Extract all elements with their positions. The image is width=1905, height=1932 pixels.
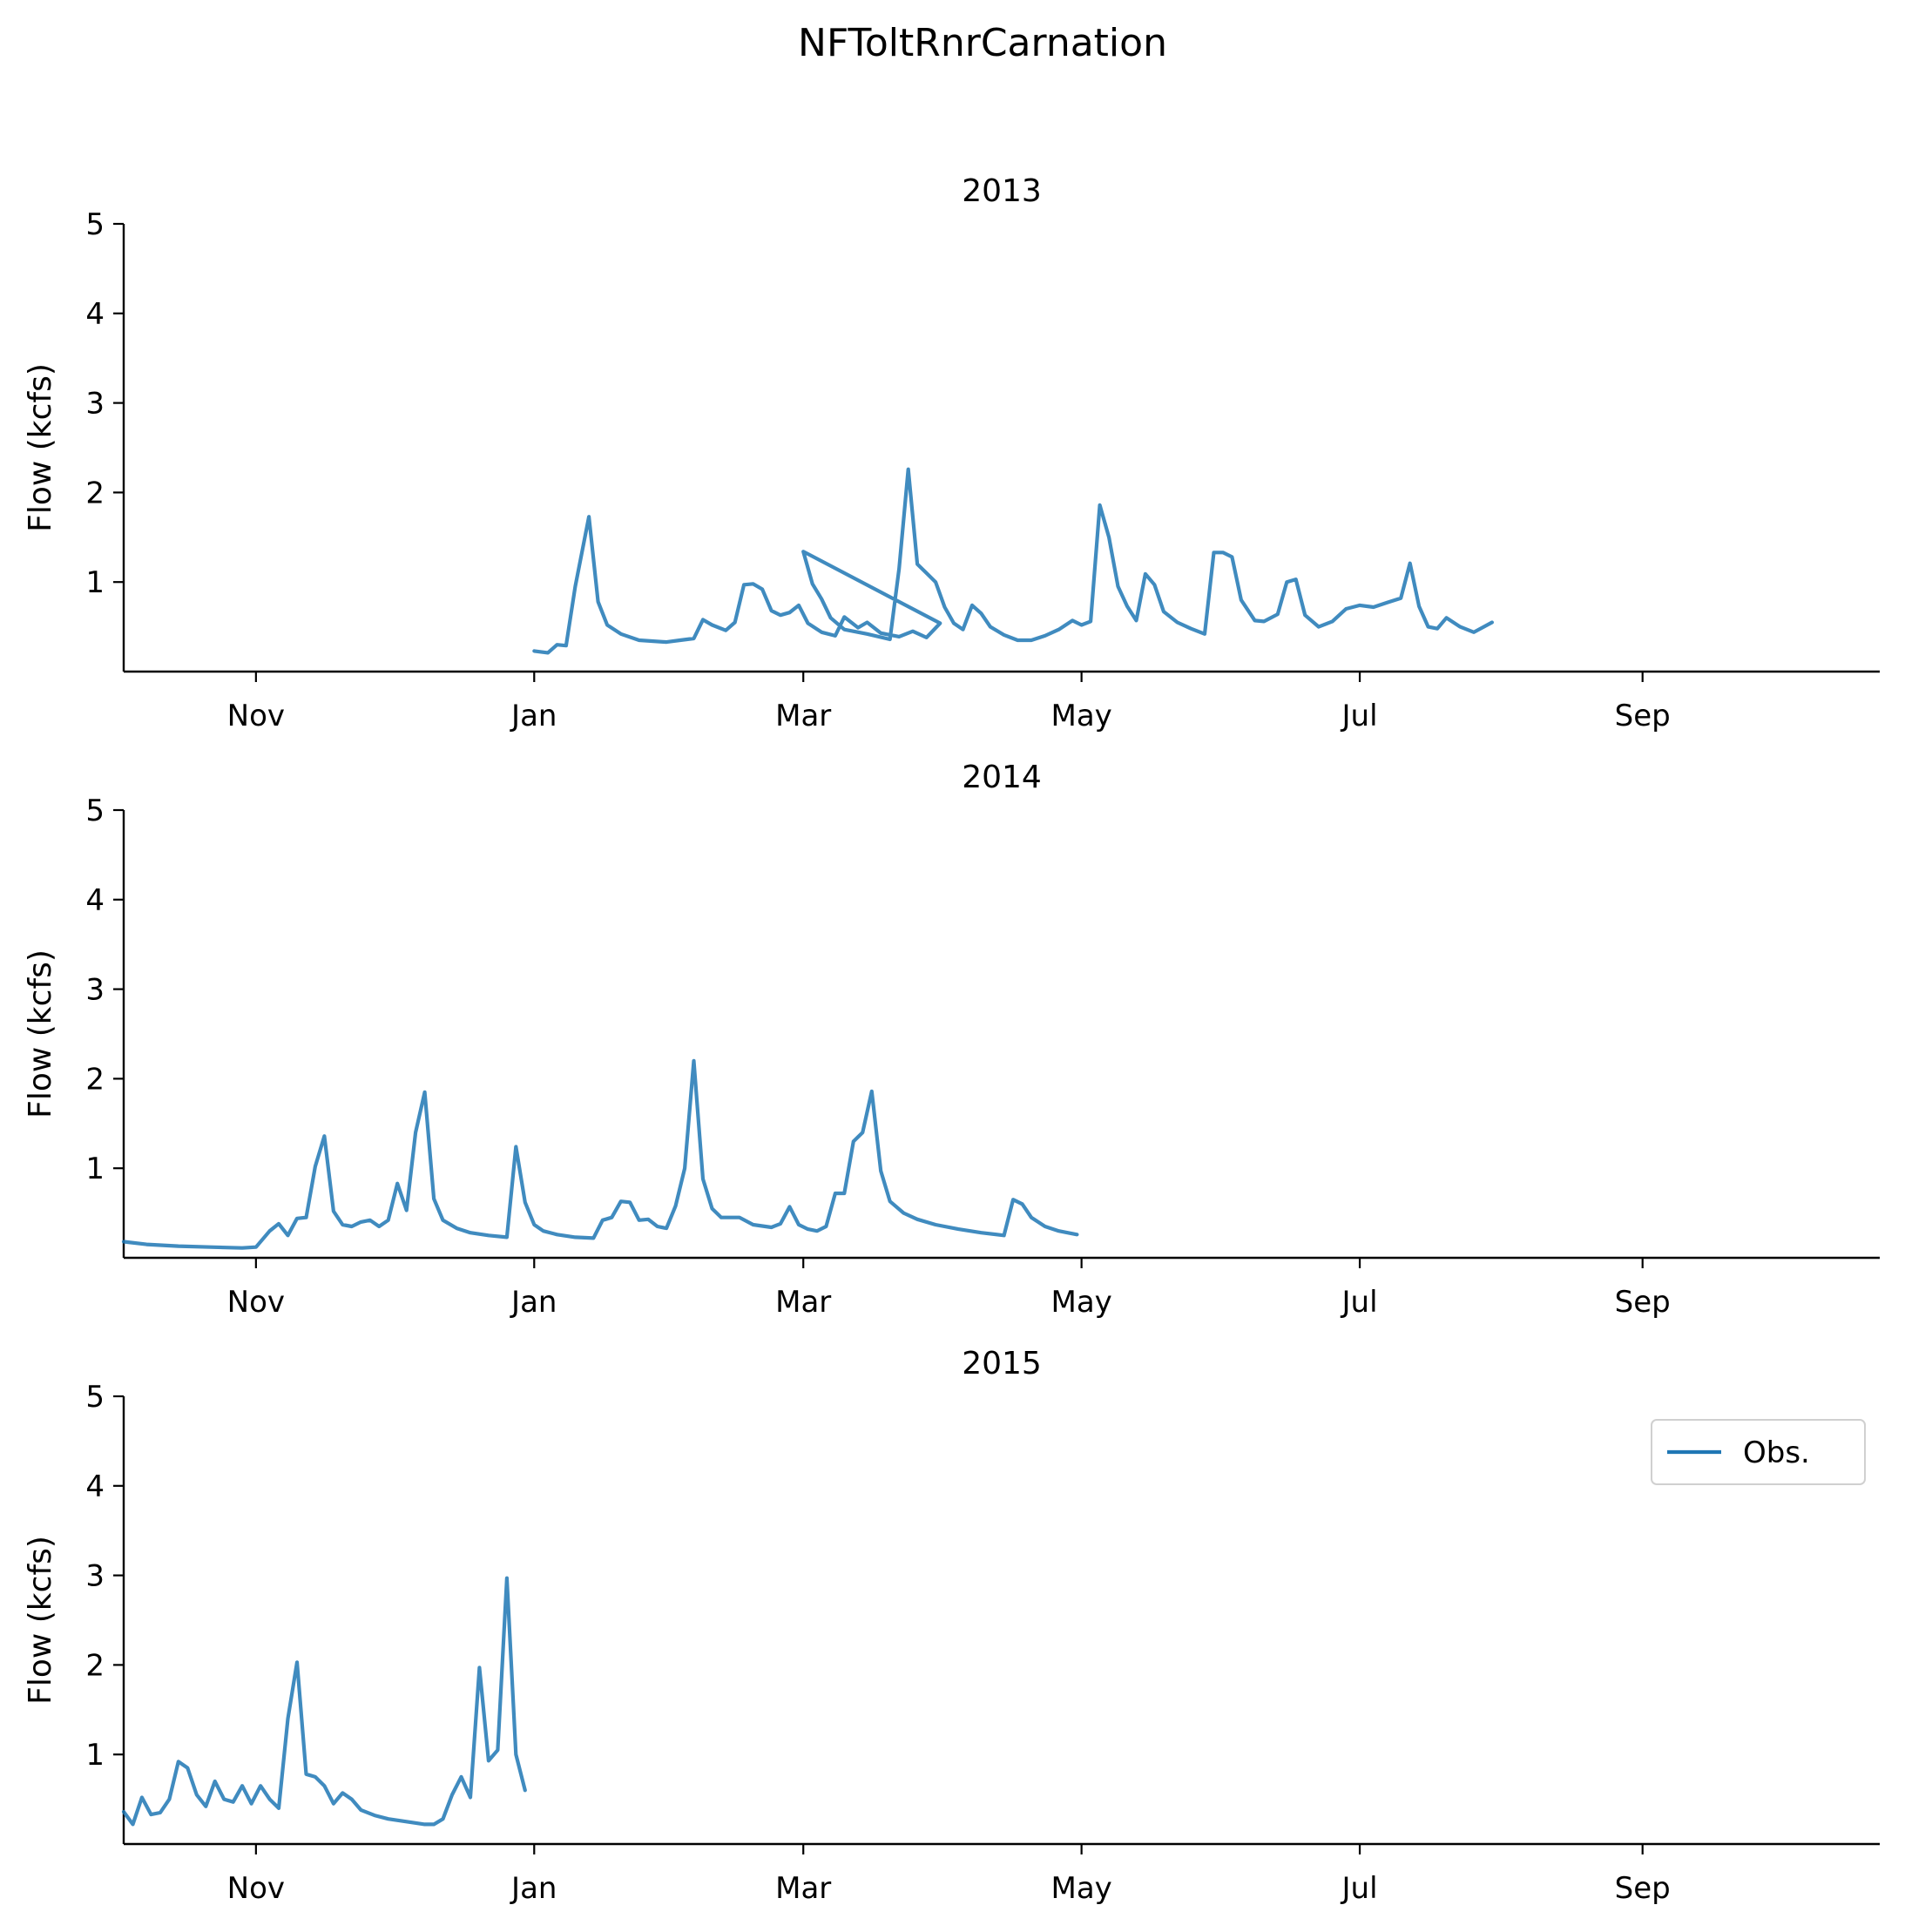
subplot-2015: 2015 Flow (kcfs) 1 2 3 4 5 Nov Jan Mar May Jul Sep Ob… [23, 1346, 1880, 1906]
y-tick-label: 5 [85, 207, 105, 242]
subplot-2013: 2013 Flow (kcfs) 1 2 3 4 5 Nov Jan Mar May Jul Sep [23, 173, 1880, 733]
y-tick-label: 1 [85, 565, 105, 600]
subplot-title: 2014 [962, 760, 1042, 795]
y-tick-label: 4 [85, 297, 105, 332]
x-tick-label: May [1050, 699, 1111, 733]
y-tick-label: 2 [85, 1648, 105, 1683]
x-tick-label: Jan [510, 1285, 557, 1320]
y-tick-label: 1 [85, 1738, 105, 1773]
x-tick-label: Sep [1615, 699, 1671, 733]
x-tick-label: Sep [1615, 1871, 1671, 1906]
series-line-obs [121, 1576, 527, 1827]
x-tick-label: Nov [227, 1285, 285, 1320]
y-axis-label: Flow (kcfs) [23, 1536, 58, 1705]
y-tick-label: 4 [85, 1469, 105, 1504]
y-tick-label: 3 [85, 973, 105, 1008]
x-tick-label: Nov [227, 1871, 285, 1906]
y-tick-label: 2 [85, 1062, 105, 1097]
y-tick-label: 1 [85, 1152, 105, 1186]
x-tick-label: May [1050, 1285, 1111, 1320]
legend-label: Obs. [1743, 1435, 1810, 1470]
y-tick-label: 3 [85, 1559, 105, 1594]
y-tick-label: 5 [85, 1380, 105, 1415]
x-tick-label: Nov [227, 699, 285, 733]
subplot-title: 2013 [962, 173, 1042, 209]
y-tick-label: 3 [85, 387, 105, 422]
y-axis-label: Flow (kcfs) [23, 949, 58, 1118]
x-tick-label: May [1050, 1871, 1111, 1906]
x-tick-label: Jul [1341, 1285, 1378, 1320]
y-axis-label: Flow (kcfs) [23, 363, 58, 532]
legend-frame [1651, 1419, 1866, 1485]
y-tick-label: 2 [85, 476, 105, 510]
y-tick-label: 4 [85, 883, 105, 918]
x-tick-label: Jul [1341, 699, 1378, 733]
subplot-title: 2015 [962, 1346, 1042, 1381]
figure-title: NFToltRnrCarnation [798, 21, 1167, 65]
x-tick-label: Mar [775, 1871, 831, 1906]
series-line-obs [532, 467, 1495, 655]
legend: Obs. [1651, 1419, 1866, 1485]
y-tick-label: 5 [85, 794, 105, 828]
x-tick-label: Mar [775, 1285, 831, 1320]
x-tick-label: Jan [510, 1871, 557, 1906]
x-tick-label: Mar [775, 699, 831, 733]
series-line-obs [121, 1058, 1079, 1250]
x-tick-label: Jul [1341, 1871, 1378, 1906]
subplot-2014: 2014 Flow (kcfs) 1 2 3 4 5 Nov Jan Mar May Jul Sep [23, 760, 1880, 1320]
x-tick-label: Sep [1615, 1285, 1671, 1320]
x-tick-label: Jan [510, 699, 557, 733]
